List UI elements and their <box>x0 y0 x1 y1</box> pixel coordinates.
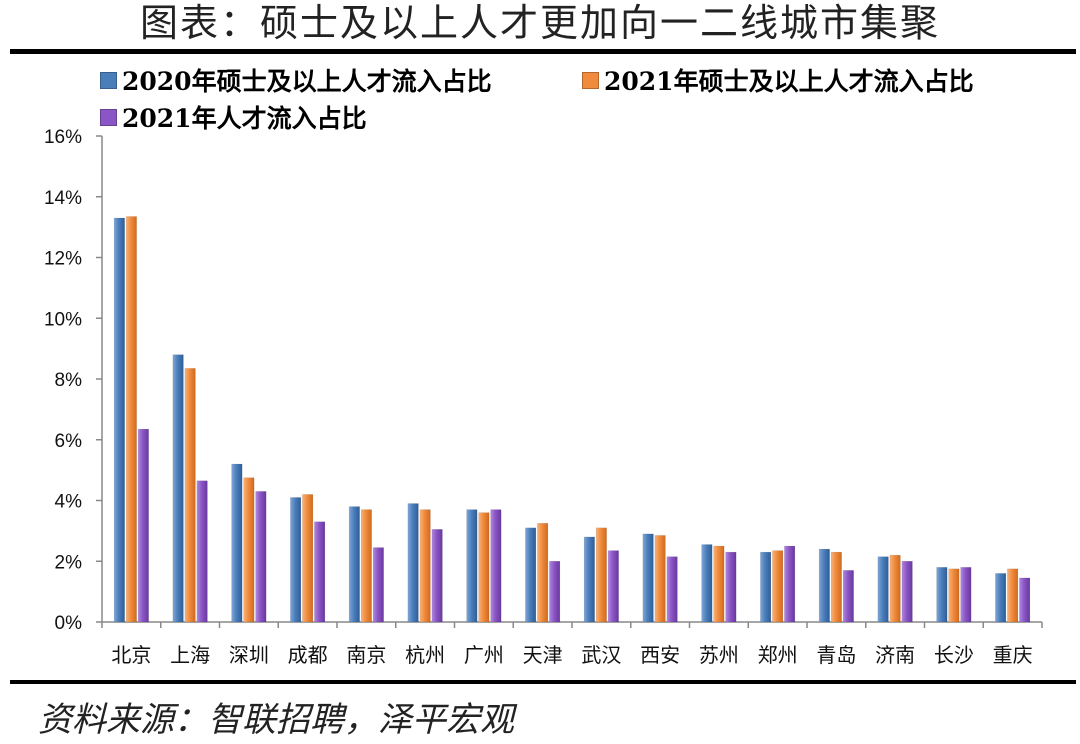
x-category-label: 广州 <box>464 643 504 667</box>
bar-0-12 <box>818 548 830 623</box>
bar-0-7 <box>525 527 537 623</box>
bar-0-6 <box>466 509 478 623</box>
bar-0-11 <box>760 551 772 623</box>
bar-0-3 <box>290 497 302 623</box>
x-category-label: 北京 <box>111 643 151 667</box>
bar-0-5 <box>407 503 419 623</box>
legend-label-2021-master: 2021年硕士及以上人才流入占比 <box>604 67 974 96</box>
bar-2-10 <box>725 551 737 623</box>
bar-1-5 <box>419 509 431 623</box>
bar-2-8 <box>607 550 619 623</box>
bar-1-6 <box>478 512 490 623</box>
bar-2-13 <box>901 561 913 623</box>
bar-0-15 <box>995 573 1007 623</box>
y-tick-label: 4% <box>55 492 83 513</box>
axis-labels: 0% 2% 4% 6% 8% 10% 12% 14% 16% 北京 上海 深圳 成都 南京 杭州 广州 天津 武汉… <box>44 127 1033 667</box>
x-category-label: 苏州 <box>699 643 739 667</box>
x-category-label: 深圳 <box>229 643 269 667</box>
bar-2-4 <box>372 547 384 623</box>
bar-1-8 <box>595 527 607 623</box>
bar-0-2 <box>231 463 243 623</box>
bar-0-1 <box>172 354 184 623</box>
bar-0-0 <box>113 217 125 623</box>
legend-label-2020-master: 2020年硕士及以上人才流入占比 <box>122 67 492 96</box>
bar-2-11 <box>784 545 796 623</box>
bar-2-6 <box>490 509 502 623</box>
legend-item-2021-master: 2021年硕士及以上人才流入占比 <box>582 62 974 98</box>
bar-1-3 <box>302 494 314 623</box>
bar-1-12 <box>830 551 842 623</box>
legend-swatch-2021-master <box>582 71 599 89</box>
x-category-label: 上海 <box>170 643 210 667</box>
bar-2-7 <box>549 561 561 623</box>
bar-1-4 <box>360 509 372 623</box>
x-category-label: 南京 <box>346 643 386 667</box>
x-category-label: 济南 <box>875 643 915 667</box>
bar-2-5 <box>431 529 443 623</box>
bar-1-11 <box>772 550 784 623</box>
legend-label-2021-talent: 2021年人才流入占比 <box>122 104 367 133</box>
bar-1-14 <box>948 568 960 623</box>
x-category-label: 重庆 <box>993 643 1033 667</box>
bar-0-14 <box>936 567 948 623</box>
bar-2-2 <box>255 491 267 623</box>
bar-1-10 <box>713 545 725 623</box>
y-tick-label: 16% <box>44 127 82 148</box>
bar-0-9 <box>642 533 654 623</box>
bar-0-13 <box>877 556 889 623</box>
legend-item-2020-master: 2020年硕士及以上人才流入占比 <box>100 62 492 98</box>
y-tick-label: 6% <box>55 431 83 452</box>
top-rule <box>10 49 1076 54</box>
bar-1-2 <box>243 477 255 623</box>
y-tick-label: 2% <box>55 552 83 573</box>
y-tick-label: 0% <box>55 613 83 634</box>
bar-2-15 <box>1019 577 1031 623</box>
chart-title: 图表：硕士及以上人才更加向一二线城市集聚 <box>139 1 940 45</box>
y-tick-label: 14% <box>44 188 82 209</box>
bar-2-9 <box>666 556 678 623</box>
x-category-label: 长沙 <box>934 643 974 667</box>
bar-1-15 <box>1007 568 1019 623</box>
bar-1-9 <box>654 535 666 623</box>
bottom-rule <box>10 680 1076 684</box>
bar-chart: 0% 2% 4% 6% 8% 10% 12% 14% 16% 北京 上海 深圳 成都 南京 杭州 广州 天津 武汉… <box>44 127 1043 667</box>
x-category-label: 青岛 <box>816 643 856 667</box>
y-tick-label: 8% <box>55 370 83 391</box>
bar-2-12 <box>842 570 854 623</box>
bar-2-0 <box>137 428 149 623</box>
x-category-label: 天津 <box>523 643 563 667</box>
y-tick-label: 12% <box>44 249 82 270</box>
x-category-label: 西安 <box>640 643 680 667</box>
legend-swatch-2021-talent <box>100 108 117 126</box>
x-category-label: 郑州 <box>758 643 798 667</box>
legend-swatch-2020-master <box>100 71 117 89</box>
legend-item-2021-talent: 2021年人才流入占比 <box>100 99 367 135</box>
bar-1-13 <box>889 554 901 623</box>
x-category-label: 杭州 <box>405 643 445 667</box>
bar-1-7 <box>537 523 549 623</box>
bar-0-10 <box>701 544 713 623</box>
source-note: 资料来源：智联招聘，泽平宏观 <box>38 700 514 740</box>
bar-2-1 <box>196 480 208 623</box>
x-category-label: 成都 <box>288 643 328 667</box>
bar-0-8 <box>583 536 595 623</box>
bar-1-0 <box>125 216 137 623</box>
bar-1-1 <box>184 368 196 623</box>
x-category-label: 武汉 <box>581 643 621 667</box>
y-tick-label: 10% <box>44 309 82 330</box>
bar-2-14 <box>960 567 972 623</box>
bar-0-4 <box>348 506 360 623</box>
bars <box>113 216 1031 623</box>
bar-2-3 <box>314 521 326 623</box>
